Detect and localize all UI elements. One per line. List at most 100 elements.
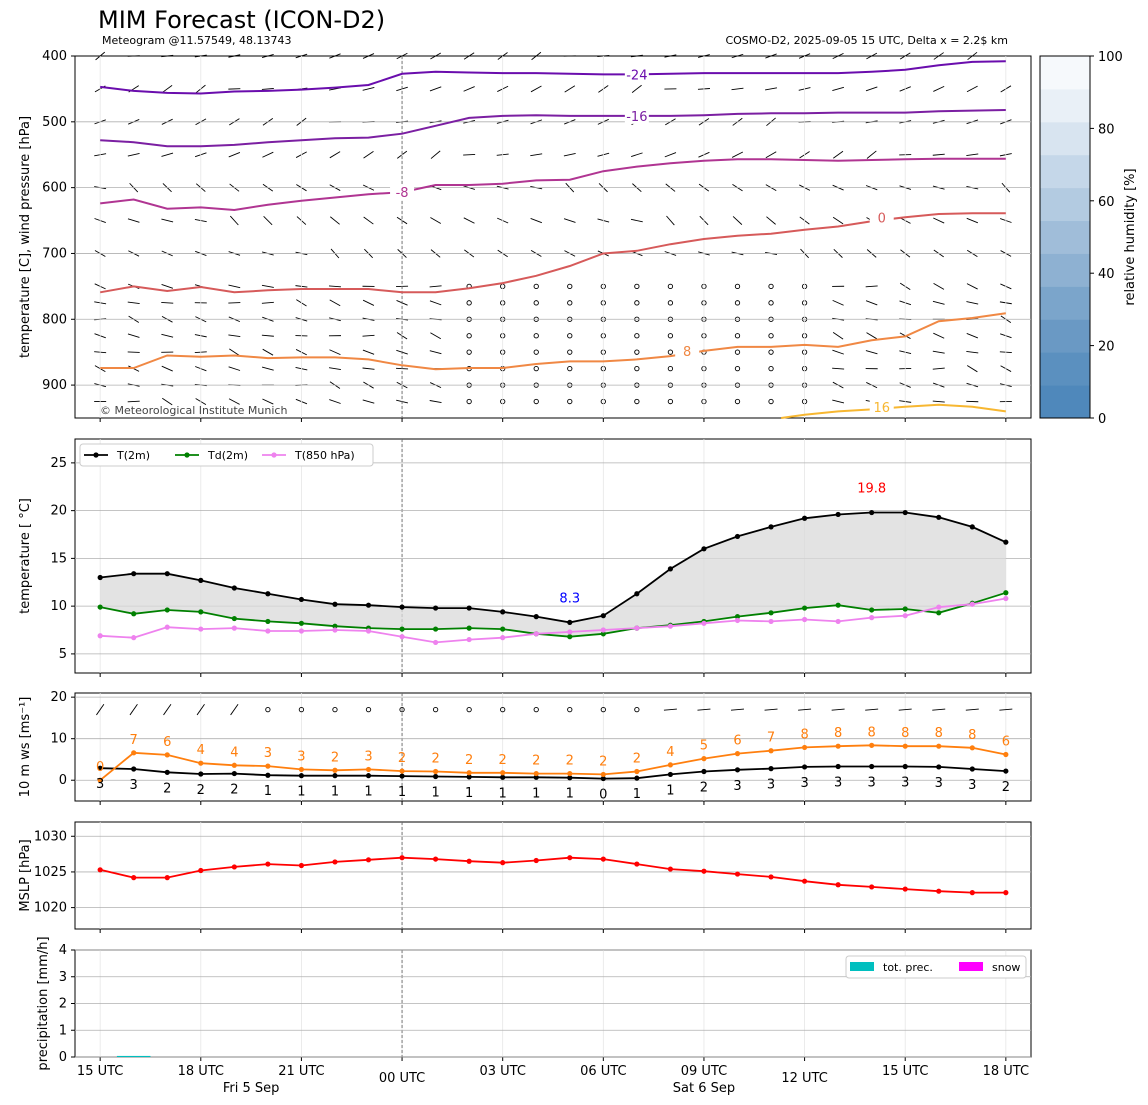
wind-barb	[832, 86, 845, 91]
wind-barb	[530, 153, 543, 157]
isotherm-label-bg	[624, 66, 649, 83]
gust-label: 8	[968, 728, 976, 743]
series-td-2m--point	[768, 610, 774, 616]
x-tick-label: 18 UTC	[178, 1064, 224, 1079]
wind-calm-marker	[634, 398, 640, 405]
wind-barb	[127, 301, 140, 304]
panel-3-frame	[74, 692, 1032, 802]
wind-calm-marker	[567, 706, 573, 713]
wind-calm-marker	[667, 333, 674, 339]
wind-calm-marker	[533, 706, 539, 713]
series-td-2m--point	[466, 625, 472, 631]
gust-label: 8	[935, 726, 943, 741]
series-ws-point	[936, 764, 942, 770]
wind-barb	[765, 151, 777, 159]
wind-barb	[463, 217, 475, 224]
series-td-2m--point	[164, 607, 170, 613]
panel-1-frame	[74, 55, 1032, 419]
series-t-2m--point	[768, 524, 774, 530]
gust-label: 8	[868, 725, 876, 740]
wind-calm-marker	[399, 706, 405, 713]
wind-barb	[161, 152, 174, 157]
y-tick-label: 20	[50, 690, 67, 705]
series-td-2m--point	[734, 614, 741, 620]
wind-calm-marker	[734, 283, 741, 290]
series-td-2m--point	[298, 620, 305, 626]
series-mslp-point	[701, 868, 707, 874]
wind-barb	[832, 331, 844, 340]
wind-calm-marker	[533, 398, 539, 405]
ws-label: 2	[700, 781, 708, 796]
wind-calm-marker	[466, 300, 472, 306]
ws-label: 1	[331, 785, 339, 800]
series-mslp-point	[634, 861, 640, 867]
series-td-2m--point	[835, 602, 841, 608]
wind-calm-marker	[567, 349, 573, 355]
wind-barb	[932, 350, 945, 354]
series-t-2m--point	[667, 566, 674, 572]
series-ws-point	[131, 766, 137, 772]
gust-label: 4	[230, 745, 238, 760]
wind-barb	[832, 216, 844, 225]
wind-barb	[261, 301, 274, 304]
series-td-2m--point	[399, 626, 405, 632]
wind-barb	[262, 398, 274, 405]
wind-barb	[563, 153, 576, 157]
series-mslp-point	[198, 867, 204, 874]
series-mslp-point	[936, 888, 942, 894]
wind-barb	[228, 366, 241, 371]
series-td-2m--point	[600, 631, 606, 637]
wind-calm-marker	[768, 365, 774, 372]
series-gust-point	[432, 768, 439, 775]
series-mslp-point	[298, 862, 305, 869]
wind-barb	[898, 708, 912, 711]
isotherm-label-bg	[869, 398, 894, 415]
wind-calm-marker	[734, 349, 741, 355]
series-gust-point	[667, 762, 674, 768]
y-axis-label: MSLP [hPa]	[18, 839, 33, 911]
wind-calm-marker	[298, 706, 305, 713]
series-td-2m--point	[265, 618, 271, 625]
series-t-850-hpa--point	[835, 618, 841, 625]
series-mslp-point	[164, 875, 170, 881]
wind-calm-marker	[634, 365, 640, 372]
series-t-2m--point	[365, 602, 372, 608]
series-mslp-point	[801, 878, 808, 884]
wind-barb	[163, 704, 172, 716]
ws-label: 1	[465, 786, 473, 801]
isotherm-label: 8	[683, 345, 691, 360]
series-ws-point	[902, 763, 908, 770]
legend-swatch	[959, 962, 983, 971]
wind-barb	[261, 284, 274, 288]
series-ws	[100, 765, 1006, 780]
series-t-2m--point	[869, 509, 875, 516]
series-gust-point	[332, 767, 338, 773]
wind-barb	[127, 400, 140, 403]
series-ws-point	[164, 769, 170, 775]
wind-barb	[229, 348, 240, 356]
series-t-2m--point	[801, 515, 808, 521]
y-tick-label: 500	[42, 115, 67, 130]
gust-label: 3	[264, 746, 272, 761]
wind-barb	[730, 708, 745, 711]
wind-barb	[463, 153, 476, 156]
colorbar-segment	[1040, 385, 1090, 419]
ws-label: 2	[1002, 780, 1010, 795]
wind-barb	[161, 283, 174, 289]
series-t-850-hpa--point	[332, 627, 338, 633]
legend-box	[79, 443, 374, 467]
gust-label: 4	[666, 745, 674, 760]
series-ws-point	[365, 773, 372, 779]
wind-barb	[833, 150, 844, 159]
wind-barb	[127, 152, 140, 157]
y-tick-label: 1020	[34, 901, 67, 916]
series-t-850-hpa--point	[432, 639, 439, 646]
series-t-2m--point	[936, 514, 942, 520]
colorbar-tick-label: 0	[1098, 412, 1106, 427]
x-tick-label: 18 UTC	[983, 1064, 1029, 1079]
wind-barb	[162, 397, 173, 406]
wind-barb	[430, 217, 442, 224]
wind-barb	[966, 85, 978, 93]
wind-barb	[764, 708, 778, 711]
